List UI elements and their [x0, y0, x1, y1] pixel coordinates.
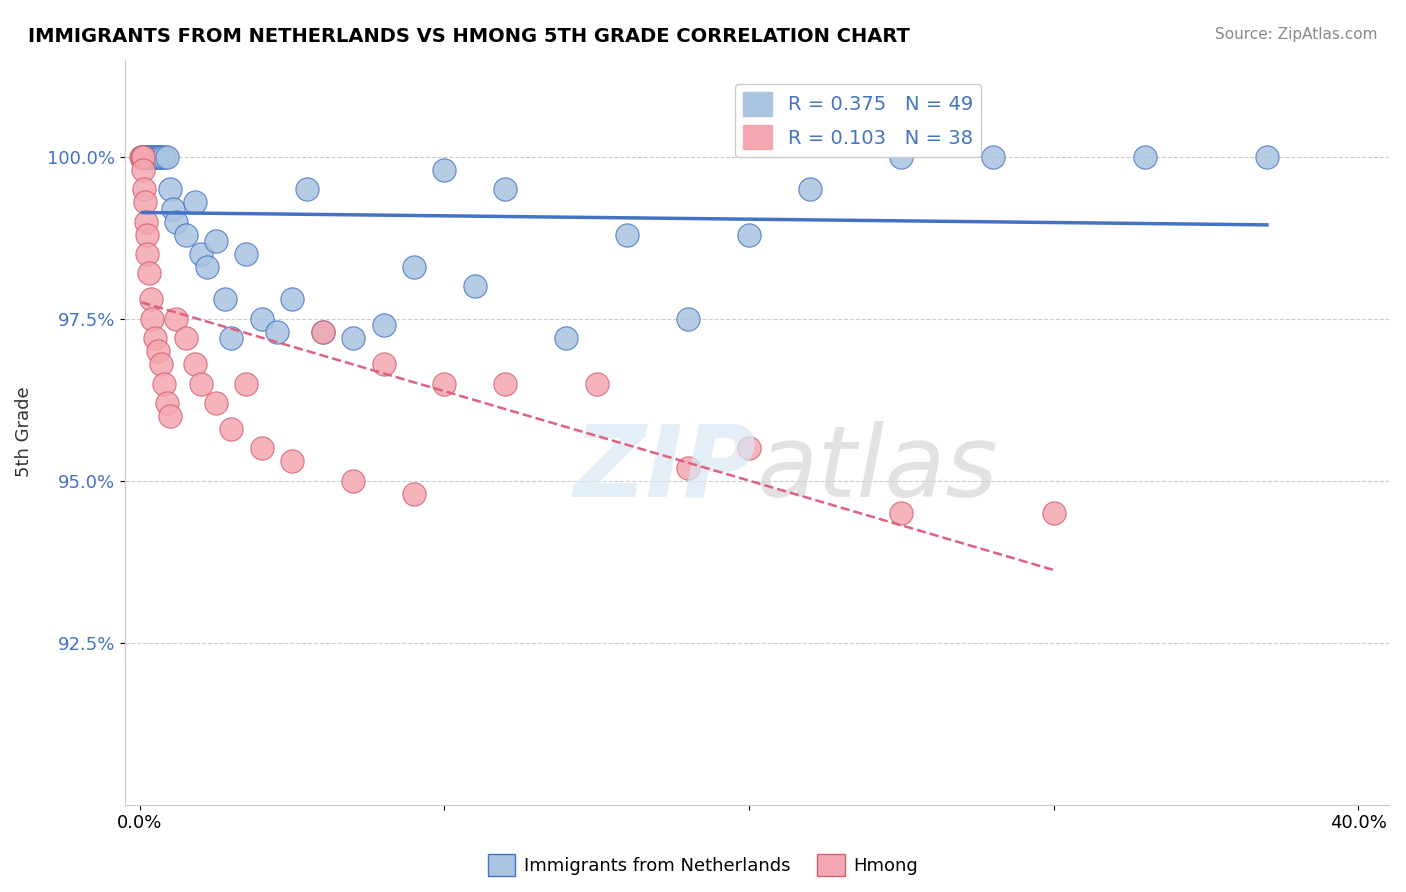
- Immigrants from Netherlands: [190, 247, 212, 261]
- Hmong: [738, 442, 761, 456]
- Hmong: [146, 344, 169, 359]
- Immigrants from Netherlands: [138, 150, 160, 164]
- Hmong: [138, 267, 160, 281]
- Hmong: [190, 376, 212, 391]
- Immigrants from Netherlands: [214, 293, 236, 307]
- Hmong: [890, 506, 912, 520]
- Hmong: [132, 162, 155, 177]
- Immigrants from Netherlands: [890, 150, 912, 164]
- Text: Source: ZipAtlas.com: Source: ZipAtlas.com: [1215, 27, 1378, 42]
- Immigrants from Netherlands: [342, 331, 364, 345]
- Immigrants from Netherlands: [297, 182, 319, 196]
- Immigrants from Netherlands: [165, 214, 187, 228]
- Immigrants from Netherlands: [205, 234, 228, 248]
- Immigrants from Netherlands: [311, 325, 333, 339]
- Hmong: [342, 474, 364, 488]
- Hmong: [156, 396, 179, 410]
- Immigrants from Netherlands: [616, 227, 638, 242]
- Immigrants from Netherlands: [799, 182, 821, 196]
- Hmong: [159, 409, 181, 423]
- Immigrants from Netherlands: [162, 202, 184, 216]
- Immigrants from Netherlands: [738, 227, 761, 242]
- Immigrants from Netherlands: [402, 260, 425, 274]
- Hmong: [219, 422, 242, 436]
- Hmong: [250, 442, 273, 456]
- Hmong: [136, 247, 159, 261]
- Text: IMMIGRANTS FROM NETHERLANDS VS HMONG 5TH GRADE CORRELATION CHART: IMMIGRANTS FROM NETHERLANDS VS HMONG 5TH…: [28, 27, 910, 45]
- Hmong: [131, 150, 153, 164]
- Immigrants from Netherlands: [250, 311, 273, 326]
- Hmong: [174, 331, 197, 345]
- Hmong: [135, 227, 157, 242]
- Immigrants from Netherlands: [146, 150, 169, 164]
- Immigrants from Netherlands: [281, 293, 304, 307]
- Immigrants from Netherlands: [981, 150, 1004, 164]
- Immigrants from Netherlands: [135, 150, 157, 164]
- Hmong: [132, 150, 155, 164]
- Immigrants from Netherlands: [464, 279, 486, 293]
- Hmong: [134, 182, 156, 196]
- Hmong: [135, 214, 157, 228]
- Hmong: [141, 311, 163, 326]
- Immigrants from Netherlands: [153, 150, 176, 164]
- Immigrants from Netherlands: [138, 150, 160, 164]
- Hmong: [165, 311, 187, 326]
- Immigrants from Netherlands: [494, 182, 516, 196]
- Immigrants from Netherlands: [134, 150, 156, 164]
- Immigrants from Netherlands: [131, 150, 153, 164]
- Immigrants from Netherlands: [174, 227, 197, 242]
- Hmong: [139, 293, 162, 307]
- Immigrants from Netherlands: [235, 247, 257, 261]
- Immigrants from Netherlands: [135, 150, 157, 164]
- Hmong: [235, 376, 257, 391]
- Hmong: [205, 396, 228, 410]
- Immigrants from Netherlands: [136, 150, 159, 164]
- Hmong: [402, 486, 425, 500]
- Immigrants from Netherlands: [145, 150, 167, 164]
- Hmong: [373, 357, 395, 371]
- Immigrants from Netherlands: [134, 150, 156, 164]
- Immigrants from Netherlands: [149, 150, 172, 164]
- Hmong: [183, 357, 205, 371]
- Immigrants from Netherlands: [132, 150, 155, 164]
- Immigrants from Netherlands: [156, 150, 179, 164]
- Immigrants from Netherlands: [433, 162, 456, 177]
- Immigrants from Netherlands: [266, 325, 288, 339]
- Immigrants from Netherlands: [159, 182, 181, 196]
- Immigrants from Netherlands: [143, 150, 166, 164]
- Immigrants from Netherlands: [183, 195, 205, 210]
- Immigrants from Netherlands: [555, 331, 578, 345]
- Hmong: [311, 325, 333, 339]
- Immigrants from Netherlands: [676, 311, 699, 326]
- Hmong: [134, 195, 156, 210]
- Immigrants from Netherlands: [1256, 150, 1278, 164]
- Text: ZIP: ZIP: [574, 421, 756, 518]
- Immigrants from Netherlands: [139, 150, 162, 164]
- Hmong: [494, 376, 516, 391]
- Hmong: [433, 376, 456, 391]
- Hmong: [1042, 506, 1064, 520]
- Hmong: [131, 150, 153, 164]
- Hmong: [143, 331, 166, 345]
- Text: atlas: atlas: [756, 421, 998, 518]
- Legend: R = 0.375   N = 49, R = 0.103   N = 38: R = 0.375 N = 49, R = 0.103 N = 38: [735, 84, 980, 157]
- Immigrants from Netherlands: [141, 150, 163, 164]
- Immigrants from Netherlands: [150, 150, 173, 164]
- Immigrants from Netherlands: [195, 260, 218, 274]
- Hmong: [676, 460, 699, 475]
- Hmong: [281, 454, 304, 468]
- Hmong: [585, 376, 607, 391]
- Immigrants from Netherlands: [1133, 150, 1156, 164]
- Immigrants from Netherlands: [219, 331, 242, 345]
- Hmong: [150, 357, 173, 371]
- Legend: Immigrants from Netherlands, Hmong: Immigrants from Netherlands, Hmong: [481, 847, 925, 883]
- Hmong: [153, 376, 176, 391]
- Immigrants from Netherlands: [373, 318, 395, 333]
- Y-axis label: 5th Grade: 5th Grade: [15, 387, 32, 477]
